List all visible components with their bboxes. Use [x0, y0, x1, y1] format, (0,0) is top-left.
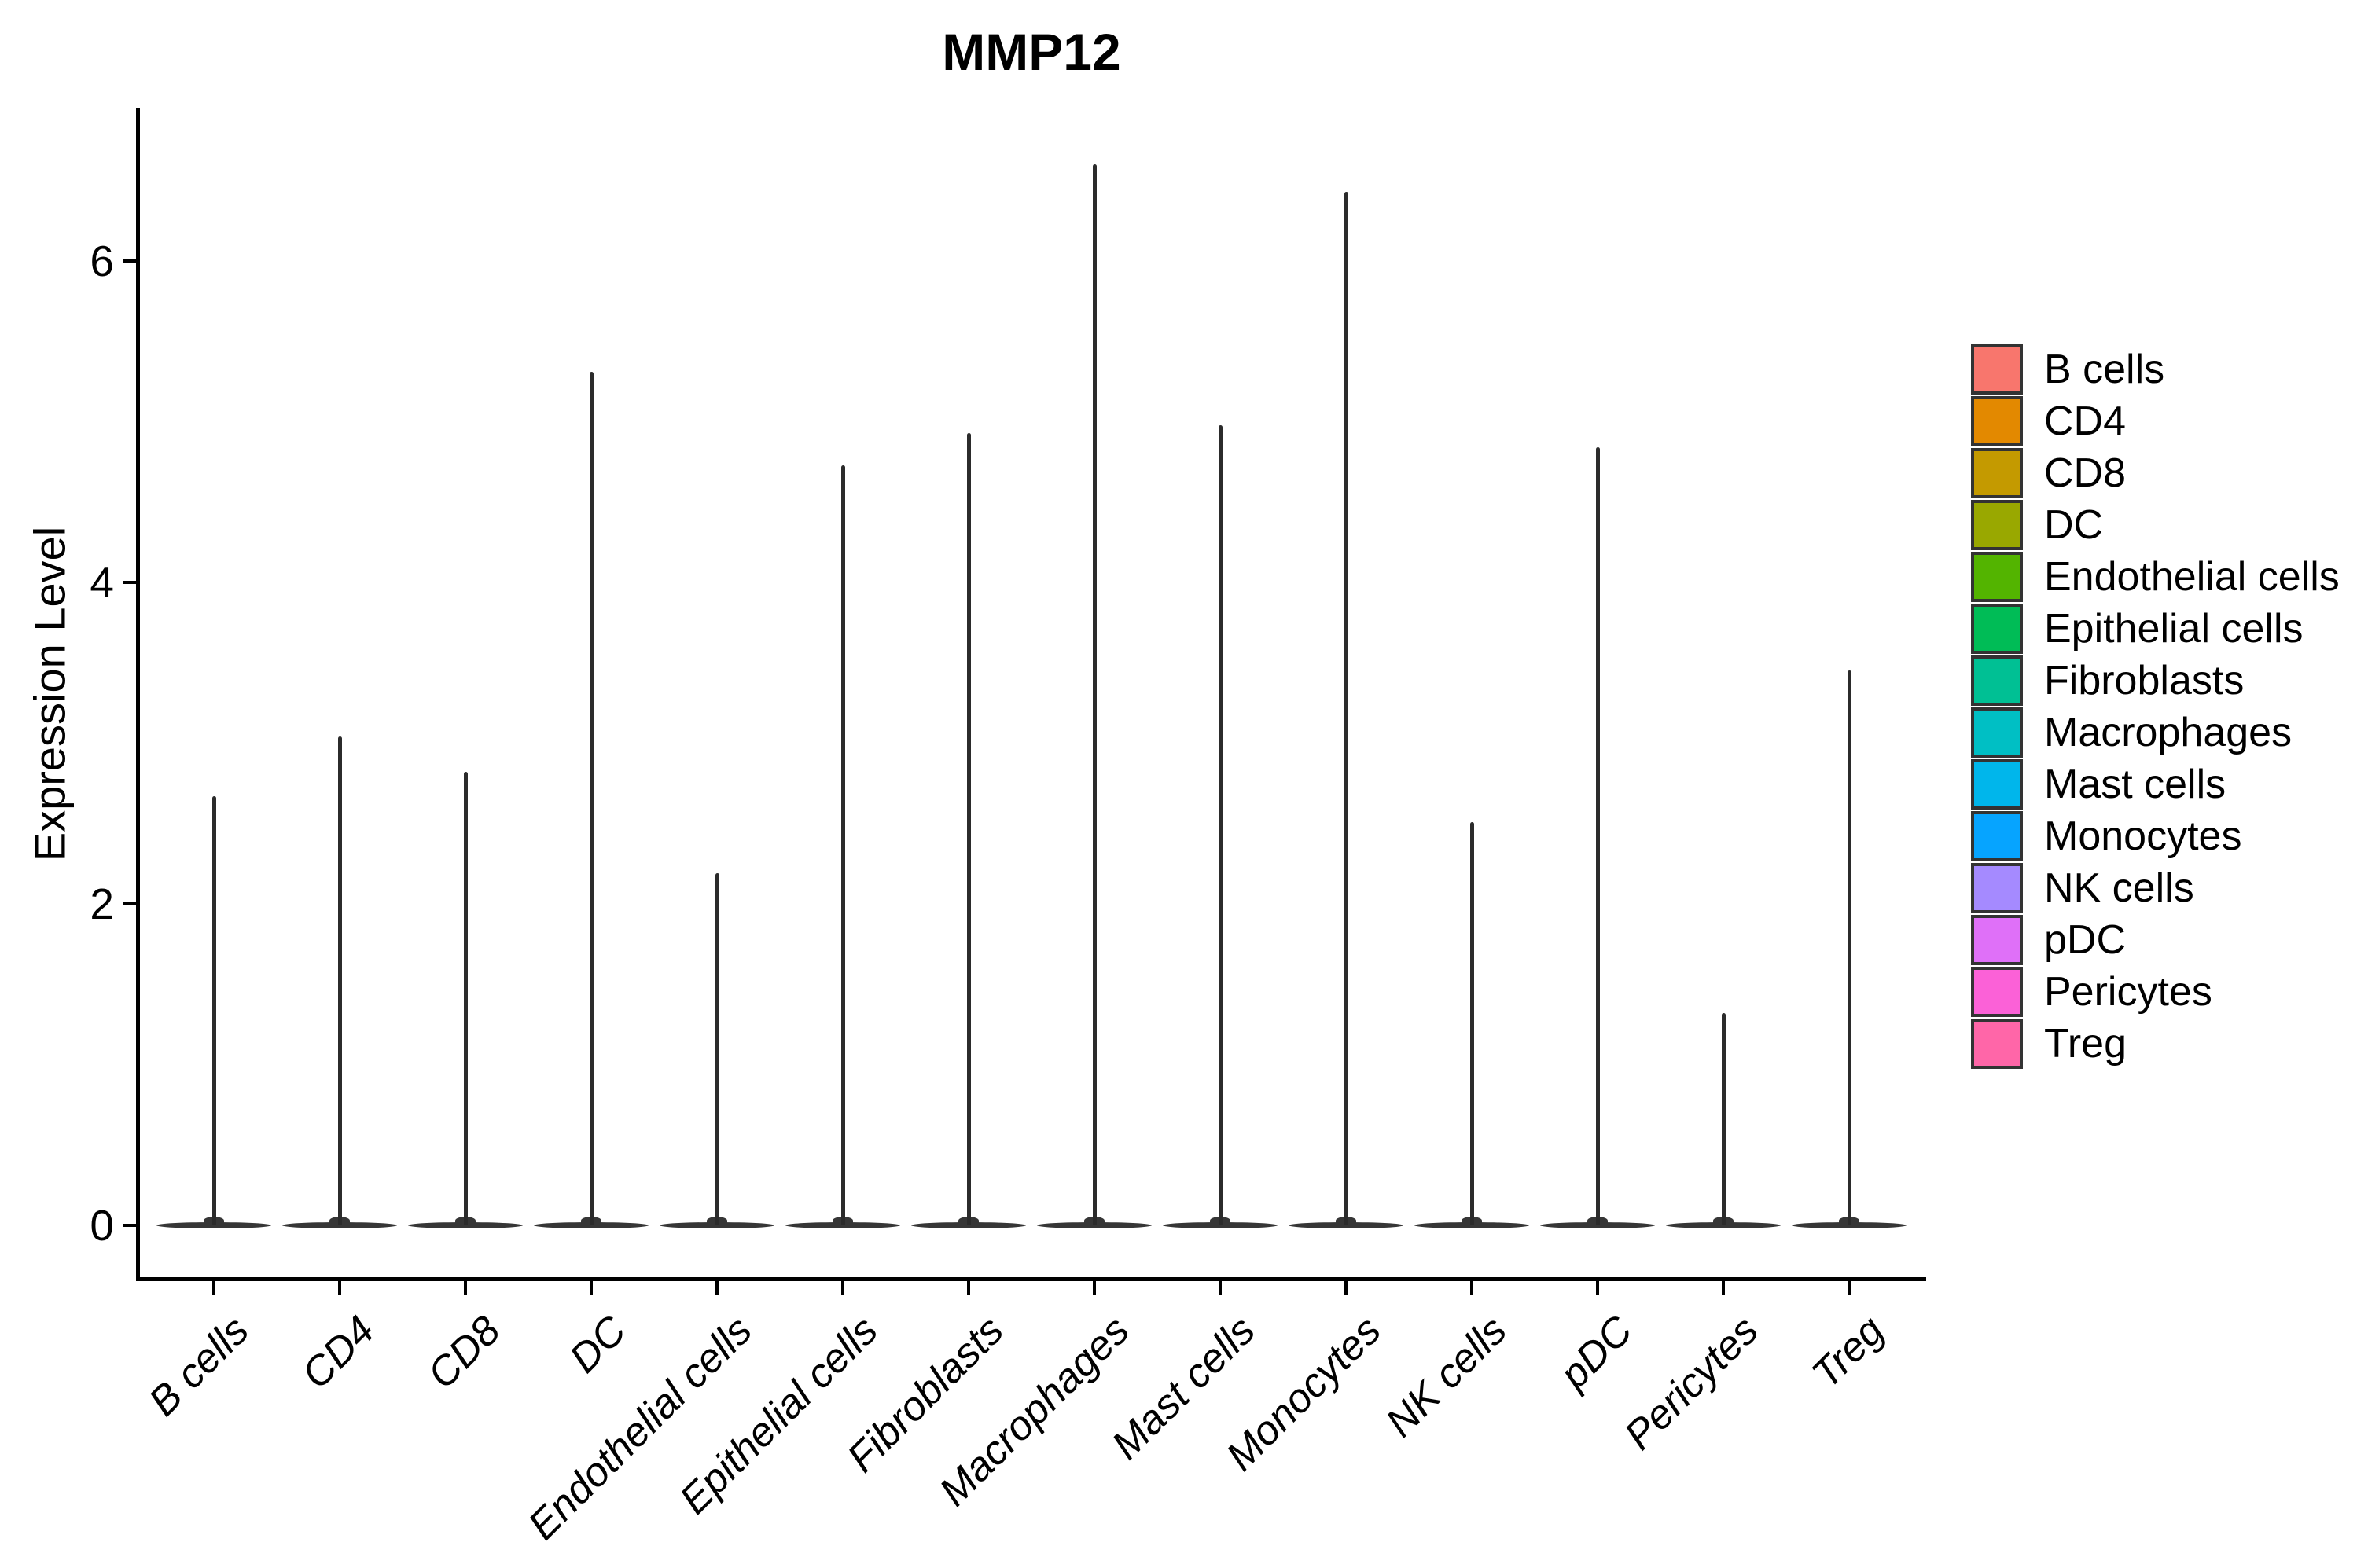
- y-axis-tick: [123, 259, 138, 263]
- legend-item-label: CD8: [2044, 450, 2127, 496]
- x-axis-tick: [715, 1281, 719, 1295]
- violin-spike-Fibroblasts: [966, 432, 971, 1225]
- legend-item-label: Macrophages: [2044, 710, 2293, 755]
- y-axis-tick: [123, 1224, 138, 1227]
- y-axis-line: [136, 108, 140, 1281]
- legend-key-swatch: [1971, 967, 2023, 1017]
- violin-base-CD4: [282, 1222, 397, 1228]
- violin-spike-CD8: [463, 772, 468, 1225]
- legend-key-swatch: [1971, 344, 2023, 395]
- violin-spike-Treg: [1847, 670, 1851, 1225]
- y-axis-tick-label: 2: [90, 879, 114, 928]
- legend-item-label: B cells: [2044, 347, 2165, 392]
- legend-key-swatch: [1971, 759, 2023, 810]
- legend-key-swatch: [1971, 396, 2023, 446]
- legend-item-label: DC: [2044, 502, 2104, 548]
- x-axis-label-NK cells: NK cells: [1377, 1307, 1516, 1446]
- x-axis-tick: [1596, 1281, 1599, 1295]
- y-axis-tick-label: 4: [90, 558, 114, 607]
- violin-base-Epithelial cells: [785, 1222, 900, 1228]
- violin-base-B cells: [156, 1222, 271, 1228]
- y-axis-tick: [123, 581, 138, 584]
- y-axis-tick-label: 6: [90, 237, 114, 285]
- x-axis-label-Pericytes: Pericytes: [1616, 1307, 1767, 1459]
- x-axis-label-DC: DC: [561, 1307, 635, 1382]
- legend-item-label: NK cells: [2044, 865, 2194, 911]
- violin-spike-Monocytes: [1344, 192, 1348, 1225]
- x-axis-tick: [1093, 1281, 1096, 1295]
- violin-spike-pDC: [1595, 447, 1600, 1225]
- x-axis-tick: [841, 1281, 844, 1295]
- legend-key-swatch: [1971, 552, 2023, 602]
- violin-spike-NK cells: [1469, 821, 1474, 1225]
- legend-key-swatch: [1971, 655, 2023, 706]
- x-axis-tick: [1344, 1281, 1348, 1295]
- x-axis-label-Endothelial cells: Endothelial cells: [519, 1307, 761, 1549]
- y-axis-tick-label: 0: [90, 1201, 114, 1250]
- x-axis-tick: [1722, 1281, 1725, 1295]
- x-axis-tick: [1219, 1281, 1222, 1295]
- legend-item-label: Pericytes: [2044, 969, 2212, 1015]
- x-axis-label-CD4: CD4: [293, 1307, 384, 1398]
- legend-item-label: Monocytes: [2044, 813, 2242, 859]
- x-axis-tick: [590, 1281, 593, 1295]
- legend-item-label: Endothelial cells: [2044, 554, 2340, 600]
- violin-base-Macrophages: [1037, 1222, 1152, 1228]
- x-axis-tick: [464, 1281, 467, 1295]
- legend-key-swatch: [1971, 863, 2023, 913]
- legend-item-label: CD4: [2044, 398, 2127, 444]
- violin-spike-Pericytes: [1721, 1013, 1726, 1225]
- violin-base-Fibroblasts: [911, 1222, 1026, 1228]
- x-axis-label-B cells: B cells: [140, 1307, 258, 1426]
- legend-key-swatch: [1971, 500, 2023, 550]
- violin-spike-Macrophages: [1092, 164, 1097, 1225]
- x-axis-tick: [967, 1281, 970, 1295]
- legend-key-swatch: [1971, 707, 2023, 758]
- violin-base-NK cells: [1414, 1222, 1529, 1228]
- violin-base-CD8: [408, 1222, 523, 1228]
- violin-base-Monocytes: [1289, 1222, 1403, 1228]
- violin-base-Treg: [1792, 1222, 1907, 1228]
- violin-base-Endothelial cells: [660, 1222, 774, 1228]
- y-axis-tick: [123, 902, 138, 905]
- x-axis-tick: [212, 1281, 215, 1295]
- violin-base-DC: [534, 1222, 649, 1228]
- legend-item-label: Mast cells: [2044, 762, 2226, 807]
- plot-title: MMP12: [942, 23, 1121, 81]
- x-axis-tick: [1470, 1281, 1473, 1295]
- legend-item-label: Treg: [2044, 1021, 2127, 1067]
- violin-spike-Endothelial cells: [715, 873, 719, 1225]
- legend-key-swatch: [1971, 448, 2023, 498]
- legend-item-label: Epithelial cells: [2044, 606, 2304, 652]
- violin-spike-DC: [589, 372, 594, 1225]
- legend-key-swatch: [1971, 811, 2023, 861]
- violin-base-Pericytes: [1666, 1222, 1781, 1228]
- legend-item-label: pDC: [2044, 917, 2127, 963]
- violin-base-pDC: [1540, 1222, 1655, 1228]
- x-axis-label-pDC: pDC: [1551, 1307, 1642, 1398]
- legend-key-swatch: [1971, 915, 2023, 965]
- x-axis-label-CD8: CD8: [419, 1307, 509, 1398]
- violin-spike-Mast cells: [1218, 424, 1223, 1225]
- y-axis-title: Expression Level: [24, 526, 75, 862]
- violin-spike-Epithelial cells: [840, 465, 845, 1225]
- legend-item-label: Fibroblasts: [2044, 658, 2245, 703]
- legend-key-swatch: [1971, 604, 2023, 654]
- x-axis-tick: [1848, 1281, 1851, 1295]
- violin-spike-B cells: [211, 795, 216, 1225]
- violin-spike-CD4: [337, 736, 342, 1225]
- violin-base-Mast cells: [1163, 1222, 1278, 1228]
- x-axis-line: [136, 1277, 1926, 1281]
- legend-key-swatch: [1971, 1019, 2023, 1069]
- x-axis-tick: [338, 1281, 341, 1295]
- x-axis-label-Treg: Treg: [1803, 1307, 1893, 1397]
